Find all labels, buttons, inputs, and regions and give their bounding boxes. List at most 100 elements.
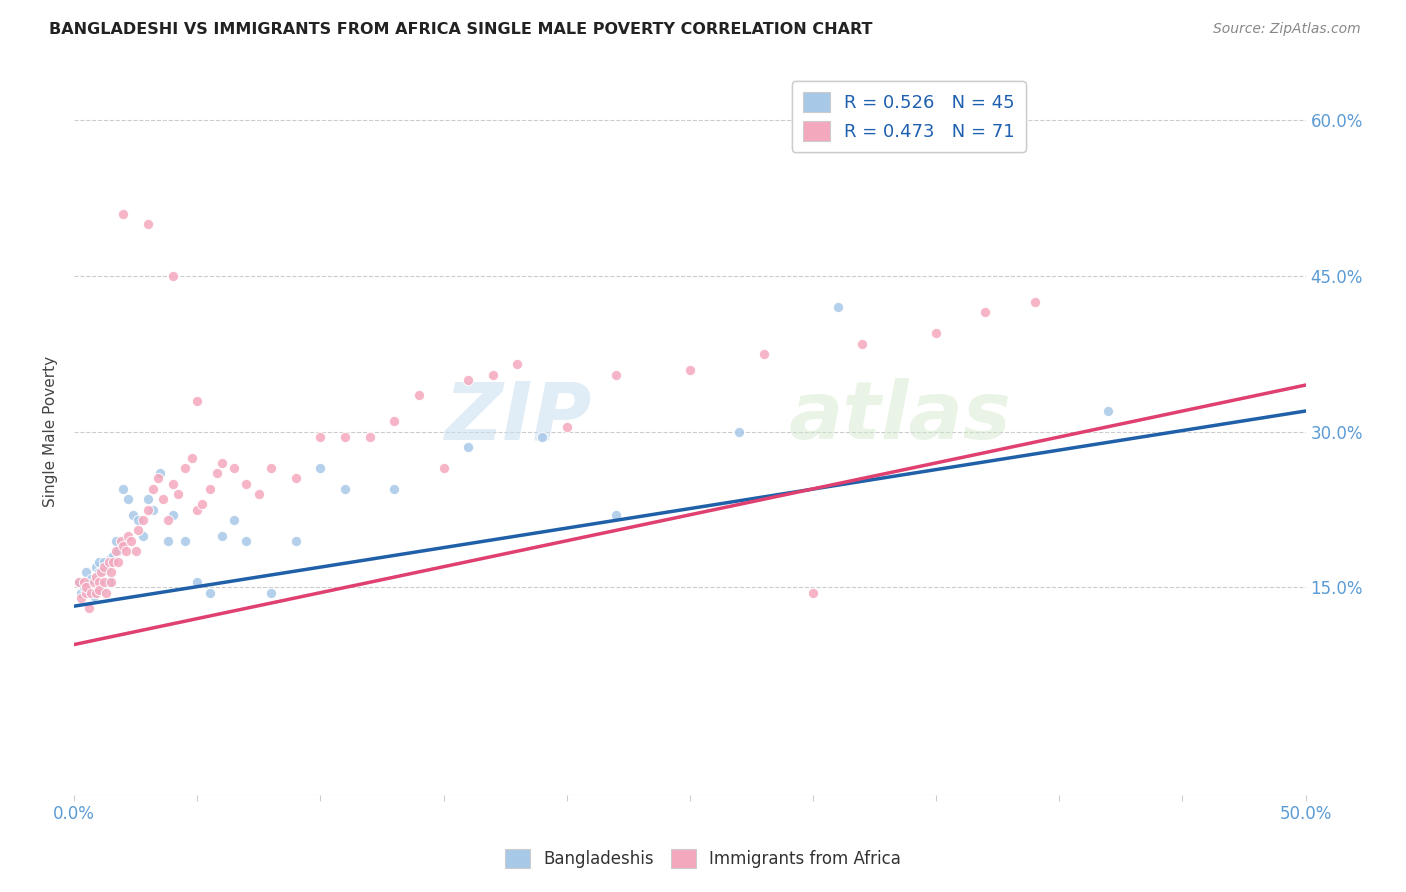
- Point: [75, 581, 97, 595]
- Point: [198, 585, 221, 599]
- Point: [211, 456, 233, 470]
- Point: [70, 585, 93, 599]
- Point: [235, 476, 257, 491]
- Text: atlas: atlas: [789, 378, 1011, 457]
- Legend: R = 0.526   N = 45, R = 0.473   N = 71: R = 0.526 N = 45, R = 0.473 N = 71: [792, 81, 1025, 152]
- Point: [333, 430, 356, 444]
- Point: [77, 585, 100, 599]
- Point: [152, 492, 174, 507]
- Point: [117, 528, 139, 542]
- Point: [87, 582, 110, 597]
- Point: [132, 513, 155, 527]
- Point: [605, 508, 627, 522]
- Point: [162, 269, 184, 284]
- Point: [309, 430, 332, 444]
- Point: [506, 357, 529, 371]
- Point: [94, 585, 117, 599]
- Point: [260, 585, 283, 599]
- Point: [112, 207, 135, 221]
- Text: ZIP: ZIP: [444, 378, 592, 457]
- Point: [224, 513, 246, 527]
- Point: [103, 555, 125, 569]
- Point: [531, 430, 554, 444]
- Point: [146, 471, 169, 485]
- Point: [205, 467, 228, 481]
- Point: [110, 533, 132, 548]
- Point: [100, 551, 122, 566]
- Point: [114, 544, 136, 558]
- Point: [162, 476, 184, 491]
- Point: [84, 570, 107, 584]
- Point: [75, 565, 97, 579]
- Point: [235, 533, 257, 548]
- Point: [481, 368, 503, 382]
- Point: [174, 533, 197, 548]
- Point: [93, 555, 115, 569]
- Point: [359, 430, 381, 444]
- Point: [84, 559, 107, 574]
- Point: [97, 555, 120, 569]
- Point: [1097, 404, 1119, 418]
- Point: [728, 425, 751, 439]
- Point: [333, 482, 356, 496]
- Point: [67, 575, 90, 590]
- Point: [174, 461, 197, 475]
- Point: [117, 492, 139, 507]
- Point: [93, 575, 115, 590]
- Point: [104, 533, 127, 548]
- Point: [97, 575, 120, 590]
- Point: [156, 513, 179, 527]
- Point: [83, 589, 105, 603]
- Point: [186, 502, 208, 516]
- Point: [112, 482, 135, 496]
- Point: [84, 585, 107, 599]
- Point: [107, 544, 129, 558]
- Point: [260, 461, 283, 475]
- Point: [87, 575, 110, 590]
- Point: [457, 373, 479, 387]
- Point: [100, 565, 122, 579]
- Point: [90, 565, 112, 579]
- Point: [309, 461, 332, 475]
- Legend: Bangladeshis, Immigrants from Africa: Bangladeshis, Immigrants from Africa: [498, 843, 908, 875]
- Point: [127, 524, 149, 538]
- Point: [198, 482, 221, 496]
- Point: [382, 482, 405, 496]
- Point: [156, 533, 179, 548]
- Y-axis label: Single Male Poverty: Single Male Poverty: [44, 356, 58, 508]
- Point: [127, 513, 149, 527]
- Point: [555, 419, 578, 434]
- Point: [80, 572, 103, 586]
- Point: [104, 544, 127, 558]
- Point: [186, 393, 208, 408]
- Point: [142, 502, 165, 516]
- Text: Source: ZipAtlas.com: Source: ZipAtlas.com: [1213, 22, 1361, 37]
- Point: [136, 492, 159, 507]
- Point: [67, 575, 90, 590]
- Point: [136, 217, 159, 231]
- Point: [124, 544, 146, 558]
- Point: [73, 581, 96, 595]
- Point: [224, 461, 246, 475]
- Point: [94, 562, 117, 576]
- Point: [120, 533, 142, 548]
- Point: [166, 487, 188, 501]
- Point: [162, 508, 184, 522]
- Point: [149, 467, 172, 481]
- Point: [925, 326, 948, 341]
- Point: [247, 487, 270, 501]
- Point: [851, 336, 873, 351]
- Point: [974, 305, 997, 319]
- Point: [382, 414, 405, 428]
- Point: [136, 502, 159, 516]
- Point: [186, 575, 208, 590]
- Point: [284, 533, 307, 548]
- Point: [801, 585, 824, 599]
- Point: [112, 539, 135, 553]
- Point: [1024, 295, 1046, 310]
- Point: [93, 559, 115, 574]
- Point: [75, 585, 97, 599]
- Point: [100, 575, 122, 590]
- Point: [605, 368, 627, 382]
- Point: [70, 591, 93, 605]
